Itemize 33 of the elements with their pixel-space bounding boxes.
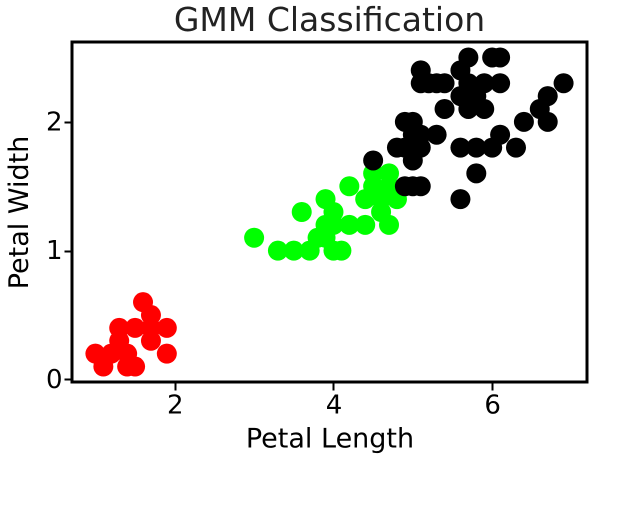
point: [300, 240, 320, 261]
point: [538, 86, 558, 106]
point: [339, 214, 360, 235]
point: [506, 138, 526, 158]
chart-title: GMM Classification: [174, 0, 486, 39]
point: [474, 73, 494, 94]
y-tick-label: 0: [46, 364, 62, 395]
point: [244, 228, 264, 248]
point: [514, 112, 534, 132]
point: [292, 202, 312, 222]
y-axis-title: Petal Width: [4, 136, 35, 290]
point: [458, 47, 478, 68]
point: [554, 73, 574, 94]
x-axis-title: Petal Length: [246, 424, 414, 454]
point: [379, 214, 400, 235]
point: [490, 124, 510, 145]
x-tick-label: 4: [326, 390, 342, 420]
point: [450, 189, 470, 210]
y-tick-label: 1: [46, 236, 62, 266]
point: [133, 292, 154, 312]
point: [316, 189, 336, 210]
point: [363, 150, 384, 170]
x-tick-label: 2: [166, 390, 184, 420]
point: [339, 176, 360, 196]
x-tick-label: 6: [484, 390, 501, 420]
point: [466, 163, 486, 184]
y-tick-label: 2: [46, 107, 62, 138]
point: [101, 344, 122, 364]
point: [426, 124, 447, 145]
point: [434, 98, 455, 119]
point: [156, 344, 177, 364]
point: [538, 112, 558, 132]
point: [156, 318, 177, 338]
